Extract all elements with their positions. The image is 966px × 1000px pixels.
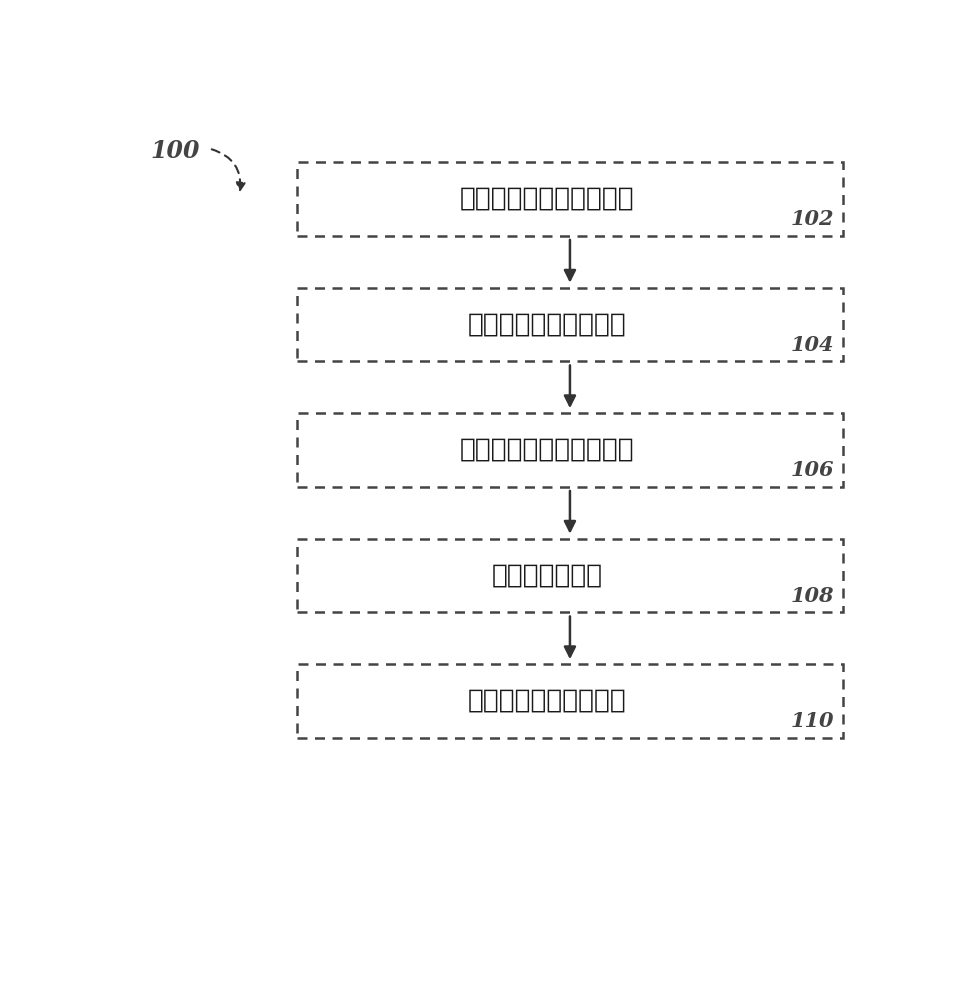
Bar xyxy=(297,288,843,361)
Bar xyxy=(297,413,843,487)
Text: 110: 110 xyxy=(791,711,835,731)
Text: 104: 104 xyxy=(791,335,835,355)
Text: 100: 100 xyxy=(151,139,200,163)
Text: 108: 108 xyxy=(791,586,835,606)
Bar xyxy=(297,664,843,738)
Text: 106: 106 xyxy=(791,460,835,480)
Text: 在钝化层上形成介电层: 在钝化层上形成介电层 xyxy=(469,688,627,714)
Text: 102: 102 xyxy=(791,209,835,229)
Text: 化学清洁激光装置的刻面: 化学清洁激光装置的刻面 xyxy=(460,437,635,463)
Bar xyxy=(297,162,843,235)
Text: 热清洁激光装置的刻面: 热清洁激光装置的刻面 xyxy=(469,311,627,337)
Text: 将激光装置提供给加载腔: 将激光装置提供给加载腔 xyxy=(460,186,635,212)
Text: 形成单晶钝化层: 形成单晶钝化层 xyxy=(492,562,603,588)
Bar xyxy=(297,539,843,612)
